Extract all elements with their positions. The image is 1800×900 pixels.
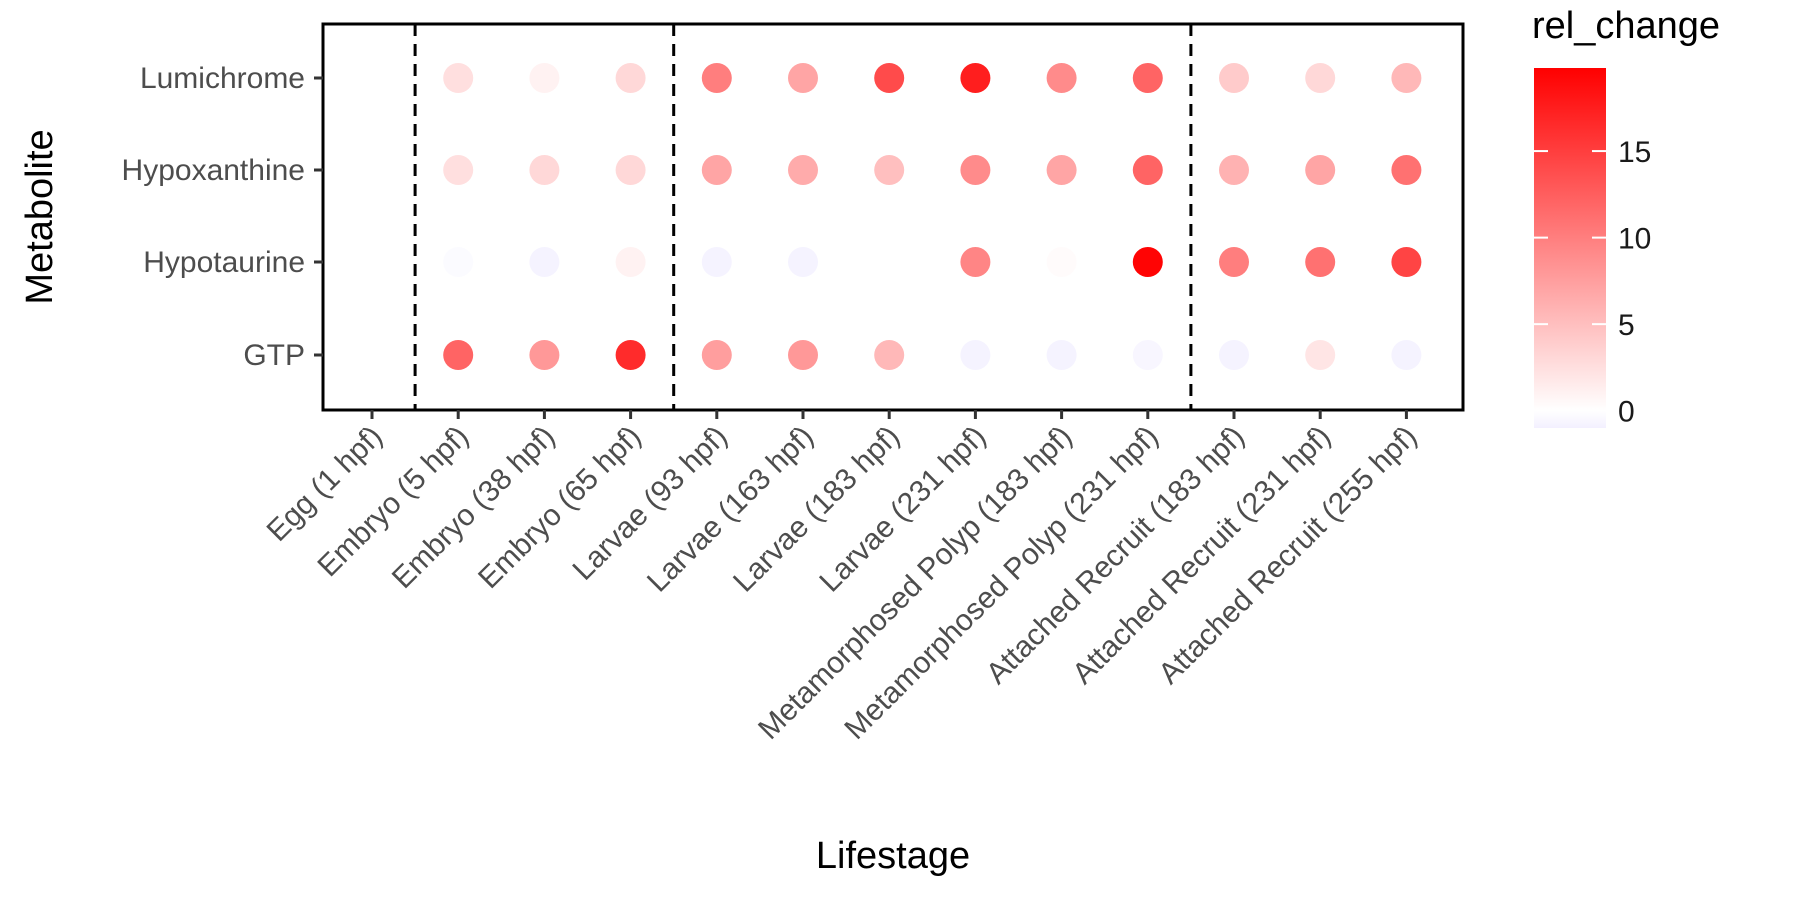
y-tick-label: Hypotaurine [143,246,305,279]
data-point [615,340,646,370]
data-point [529,155,560,185]
legend-colorbar [1534,68,1606,428]
data-point [1391,155,1422,185]
data-point [1305,63,1336,93]
legend-tick-label: 0 [1618,396,1635,429]
stage-dividers [413,24,1193,410]
y-tick-label: GTP [243,339,305,372]
data-point [443,155,474,185]
data-point [788,340,818,370]
data-point [1132,63,1163,93]
data-point [960,247,991,277]
data-point [788,63,818,93]
data-point [443,340,474,370]
data-point [1305,247,1336,277]
x-tick-label: Larvae (93 hpf) [567,420,734,587]
x-tick-label: Metamorphosed Polyp (183 hpf) [752,420,1078,746]
x-tick-label: Embryo (38 hpf) [386,420,561,595]
data-point [1305,155,1336,185]
legend-title: rel_change [1532,5,1720,47]
y-axis: Lumichrome Hypoxanthine Hypotaurine GTP [122,24,325,410]
data-point [701,340,732,370]
x-axis-title: Lifestage [816,835,970,877]
data-point [1132,155,1163,185]
legend-tick-label: 15 [1618,136,1651,169]
y-tick-label: Lumichrome [140,62,305,95]
color-legend: rel_change 0 5 10 15 [1532,5,1720,429]
data-point [529,340,560,370]
data-point [1046,63,1077,93]
data-point [1132,340,1163,370]
data-point [788,155,818,185]
data-point [960,155,991,185]
data-point [529,247,560,277]
data-point [874,63,905,93]
data-point [1046,247,1077,277]
data-point [874,340,905,370]
data-point [615,247,646,277]
data-point [1391,247,1422,277]
legend-tick-label: 5 [1618,309,1635,342]
data-point [443,63,474,93]
legend-tick-label: 10 [1618,223,1651,256]
data-point [1219,340,1249,370]
x-tick-label: Metamorphosed Polyp (231 hpf) [838,420,1164,746]
data-point [615,63,646,93]
data-point [529,63,560,93]
x-tick-label: Embryo (65 hpf) [472,420,647,595]
data-point [1391,340,1422,370]
x-tick-label: Embryo (5 hpf) [312,420,476,584]
legend-ticks: 0 5 10 15 [1534,136,1651,429]
y-axis-title: Metabolite [19,129,61,304]
data-point [874,155,905,185]
x-axis: Egg (1 hpf)Embryo (5 hpf)Embryo (38 hpf)… [261,408,1463,746]
data-point [1046,155,1077,185]
data-point [701,63,732,93]
data-point [701,247,732,277]
data-point [960,63,991,93]
data-point [960,340,991,370]
y-tick-label: Hypoxanthine [122,154,305,187]
data-point [1219,155,1249,185]
data-point [1219,63,1249,93]
data-point [443,247,474,277]
data-point [1219,247,1249,277]
data-point [788,247,818,277]
data-point [615,155,646,185]
data-point [1046,340,1077,370]
data-points [443,63,1422,370]
data-point [1132,247,1163,277]
data-point [1391,63,1422,93]
data-point [1305,340,1336,370]
plot-area [321,22,1465,412]
data-point [701,155,732,185]
